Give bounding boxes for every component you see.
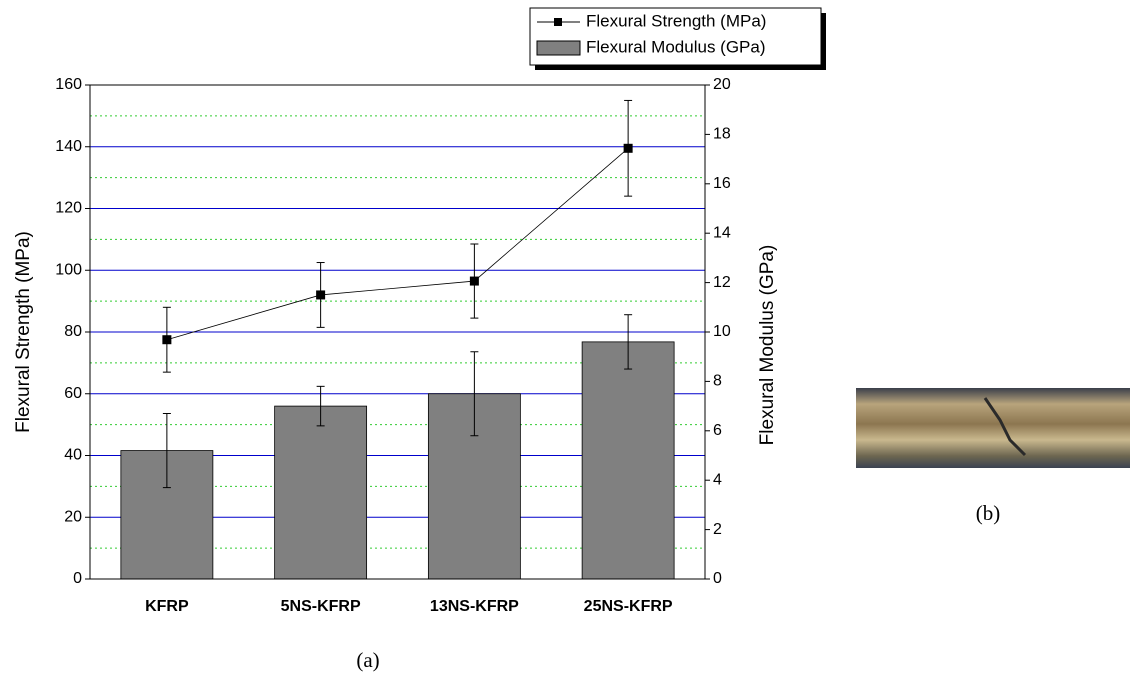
- y-tick-label: 80: [64, 323, 82, 340]
- y-tick-label: 120: [55, 200, 82, 217]
- marker: [623, 143, 633, 153]
- legend-swatch: [536, 40, 581, 56]
- y2-tick-label: 12: [713, 274, 731, 291]
- bar: [274, 405, 368, 580]
- y2-tick-label: 10: [713, 323, 731, 340]
- y2-tick-label: 8: [713, 373, 722, 390]
- panel-label: (b): [976, 501, 1001, 525]
- legend-marker: [554, 18, 562, 26]
- y-tick-label: 140: [55, 138, 82, 155]
- y-tick-label: 20: [64, 508, 82, 525]
- y2-tick-label: 4: [713, 471, 722, 488]
- legend-label: Flexural Strength (MPa): [586, 11, 766, 30]
- y2-tick-label: 18: [713, 126, 731, 143]
- x-tick-label: KFRP: [145, 598, 189, 615]
- y-tick-label: 100: [55, 261, 82, 278]
- x-tick-label: 5NS-KFRP: [281, 598, 361, 615]
- y-tick-label: 0: [73, 570, 82, 587]
- line: [166, 147, 629, 341]
- marker: [469, 276, 479, 286]
- y2-tick-label: 14: [713, 224, 731, 241]
- marker: [162, 335, 172, 345]
- specimen-photo: [856, 388, 1130, 468]
- y-tick-label: 160: [55, 76, 82, 93]
- crack: [983, 397, 1027, 457]
- y2-tick-label: 16: [713, 175, 731, 192]
- y2-axis-label: Flexural Modulus (GPa): [757, 245, 778, 446]
- plot-frame: [89, 84, 706, 580]
- y2-tick-label: 2: [713, 521, 722, 538]
- y2-tick-label: 6: [713, 422, 722, 439]
- marker: [316, 290, 326, 300]
- y-tick-label: 40: [64, 447, 82, 464]
- y2-tick-label: 20: [713, 76, 731, 93]
- y-tick-label: 60: [64, 385, 82, 402]
- panel-label: (a): [356, 648, 379, 672]
- x-tick-label: 13NS-KFRP: [430, 598, 519, 615]
- y-axis-label: Flexural Strength (MPa): [13, 231, 34, 433]
- x-tick-label: 25NS-KFRP: [584, 598, 673, 615]
- bar: [581, 341, 675, 580]
- legend-label: Flexural Modulus (GPa): [586, 37, 766, 56]
- y2-tick-label: 0: [713, 570, 722, 587]
